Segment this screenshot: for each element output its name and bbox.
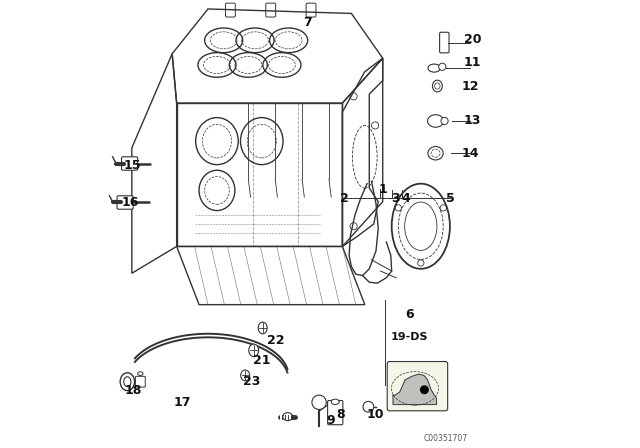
Text: 13: 13 (463, 114, 481, 128)
Text: 4: 4 (402, 191, 410, 205)
Text: 7: 7 (303, 16, 312, 29)
Text: 11: 11 (463, 56, 481, 69)
Ellipse shape (258, 322, 267, 334)
Text: 21: 21 (253, 354, 271, 367)
Text: C00351707: C00351707 (424, 434, 467, 443)
FancyBboxPatch shape (387, 362, 448, 411)
FancyBboxPatch shape (122, 157, 138, 170)
Text: 16: 16 (122, 196, 139, 209)
Text: 15: 15 (124, 159, 141, 172)
Ellipse shape (138, 372, 143, 375)
Text: 17: 17 (173, 396, 191, 409)
Text: 1: 1 (378, 182, 387, 196)
Text: 6: 6 (405, 308, 414, 321)
FancyBboxPatch shape (328, 401, 343, 425)
Ellipse shape (428, 64, 440, 72)
Circle shape (420, 385, 429, 394)
Text: 3: 3 (391, 191, 399, 205)
Ellipse shape (428, 146, 444, 160)
Text: 10: 10 (366, 408, 384, 421)
Ellipse shape (433, 80, 442, 92)
Circle shape (363, 401, 374, 412)
Ellipse shape (428, 115, 444, 127)
Circle shape (439, 63, 446, 70)
Text: 23: 23 (243, 375, 260, 388)
Text: 14: 14 (461, 146, 479, 160)
Ellipse shape (241, 370, 250, 381)
Ellipse shape (249, 344, 259, 357)
Text: 20: 20 (463, 33, 481, 46)
Text: 19-DS: 19-DS (391, 332, 428, 342)
Text: 9: 9 (326, 414, 335, 427)
Text: 18: 18 (125, 384, 142, 397)
Text: 8: 8 (337, 408, 346, 421)
Ellipse shape (332, 399, 339, 405)
FancyBboxPatch shape (136, 376, 145, 387)
Text: 22: 22 (268, 334, 285, 347)
Polygon shape (393, 374, 436, 405)
Text: 12: 12 (461, 79, 479, 93)
FancyBboxPatch shape (117, 196, 133, 209)
Ellipse shape (441, 117, 448, 125)
Text: 5: 5 (445, 191, 454, 205)
Ellipse shape (120, 373, 134, 391)
Circle shape (312, 395, 326, 409)
FancyBboxPatch shape (440, 32, 449, 53)
Text: 2: 2 (340, 191, 349, 205)
